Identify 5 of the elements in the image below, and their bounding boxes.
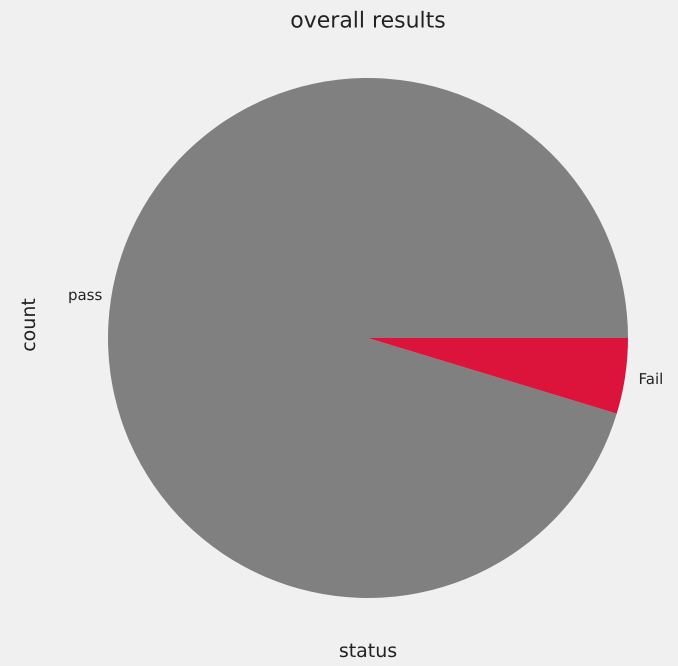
slice-label: pass [68,286,102,304]
slice-label: Fail [638,370,664,388]
text: count [18,298,40,352]
text: status [338,640,398,662]
chart-title: overall results [290,8,446,34]
